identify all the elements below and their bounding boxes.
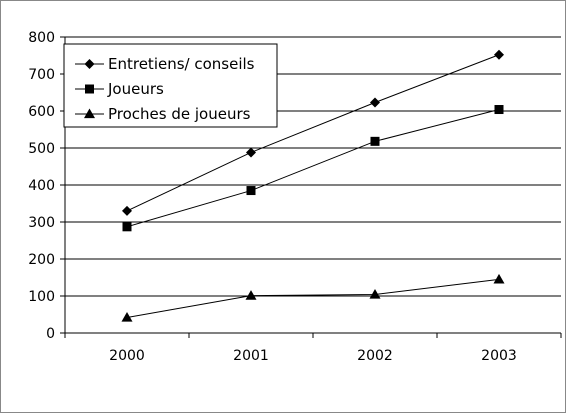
series-line-2 [126, 278, 500, 318]
y-tick-label: 100 [28, 289, 55, 305]
y-tick-label: 800 [28, 30, 55, 46]
legend-label-2: Proches de joueurs [108, 105, 251, 123]
legend-marker-triangle [84, 108, 95, 119]
series-line-1 [126, 109, 500, 228]
legend-box [63, 43, 278, 128]
y-tick-label: 300 [28, 215, 55, 231]
y-tick-label: 200 [28, 252, 55, 268]
data-point-square [370, 136, 380, 146]
x-tick-labels: 2000 2001 2002 2003 [109, 348, 517, 364]
data-point-diamond [494, 49, 504, 60]
legend-label-0: Entretiens/ conseils [108, 55, 255, 73]
series-0 [122, 49, 504, 216]
legend-items: Entretiens/ conseils Joueurs Proches de jo… [75, 55, 255, 123]
data-point-square [122, 222, 132, 232]
data-point-triangle [493, 273, 505, 284]
y-tick-label: 600 [28, 104, 55, 120]
y-tick-label: 500 [28, 141, 55, 157]
series-lines [121, 49, 505, 322]
y-tick-label: 400 [28, 178, 55, 194]
data-point-triangle [121, 311, 133, 322]
data-point-square [494, 105, 504, 115]
legend-label-1: Joueurs [107, 80, 164, 98]
data-point-diamond [246, 147, 256, 158]
data-point-triangle [245, 290, 257, 300]
data-point-square [246, 186, 256, 196]
x-tick-label-2001: 2001 [233, 348, 269, 364]
legend-marker-square [85, 84, 94, 94]
data-point-diamond [122, 205, 132, 216]
legend: Entretiens/ conseils Joueurs Proches de jo… [63, 43, 278, 128]
x-tick-label-2003: 2003 [481, 348, 517, 364]
y-tick-label: 700 [28, 67, 55, 83]
series-line-0 [126, 54, 500, 212]
y-tick-label: 0 [46, 326, 55, 342]
legend-marker-diamond [84, 59, 95, 69]
series-1 [122, 105, 504, 232]
y-tick-labels: 0 100 200 300 400 500 600 700 800 [28, 30, 55, 342]
gridlines [65, 36, 561, 297]
data-point-triangle [369, 289, 381, 299]
series-2 [121, 273, 505, 322]
data-point-diamond [370, 97, 380, 108]
x-tick-label-2000: 2000 [109, 348, 145, 364]
x-tick-label-2002: 2002 [357, 348, 393, 364]
